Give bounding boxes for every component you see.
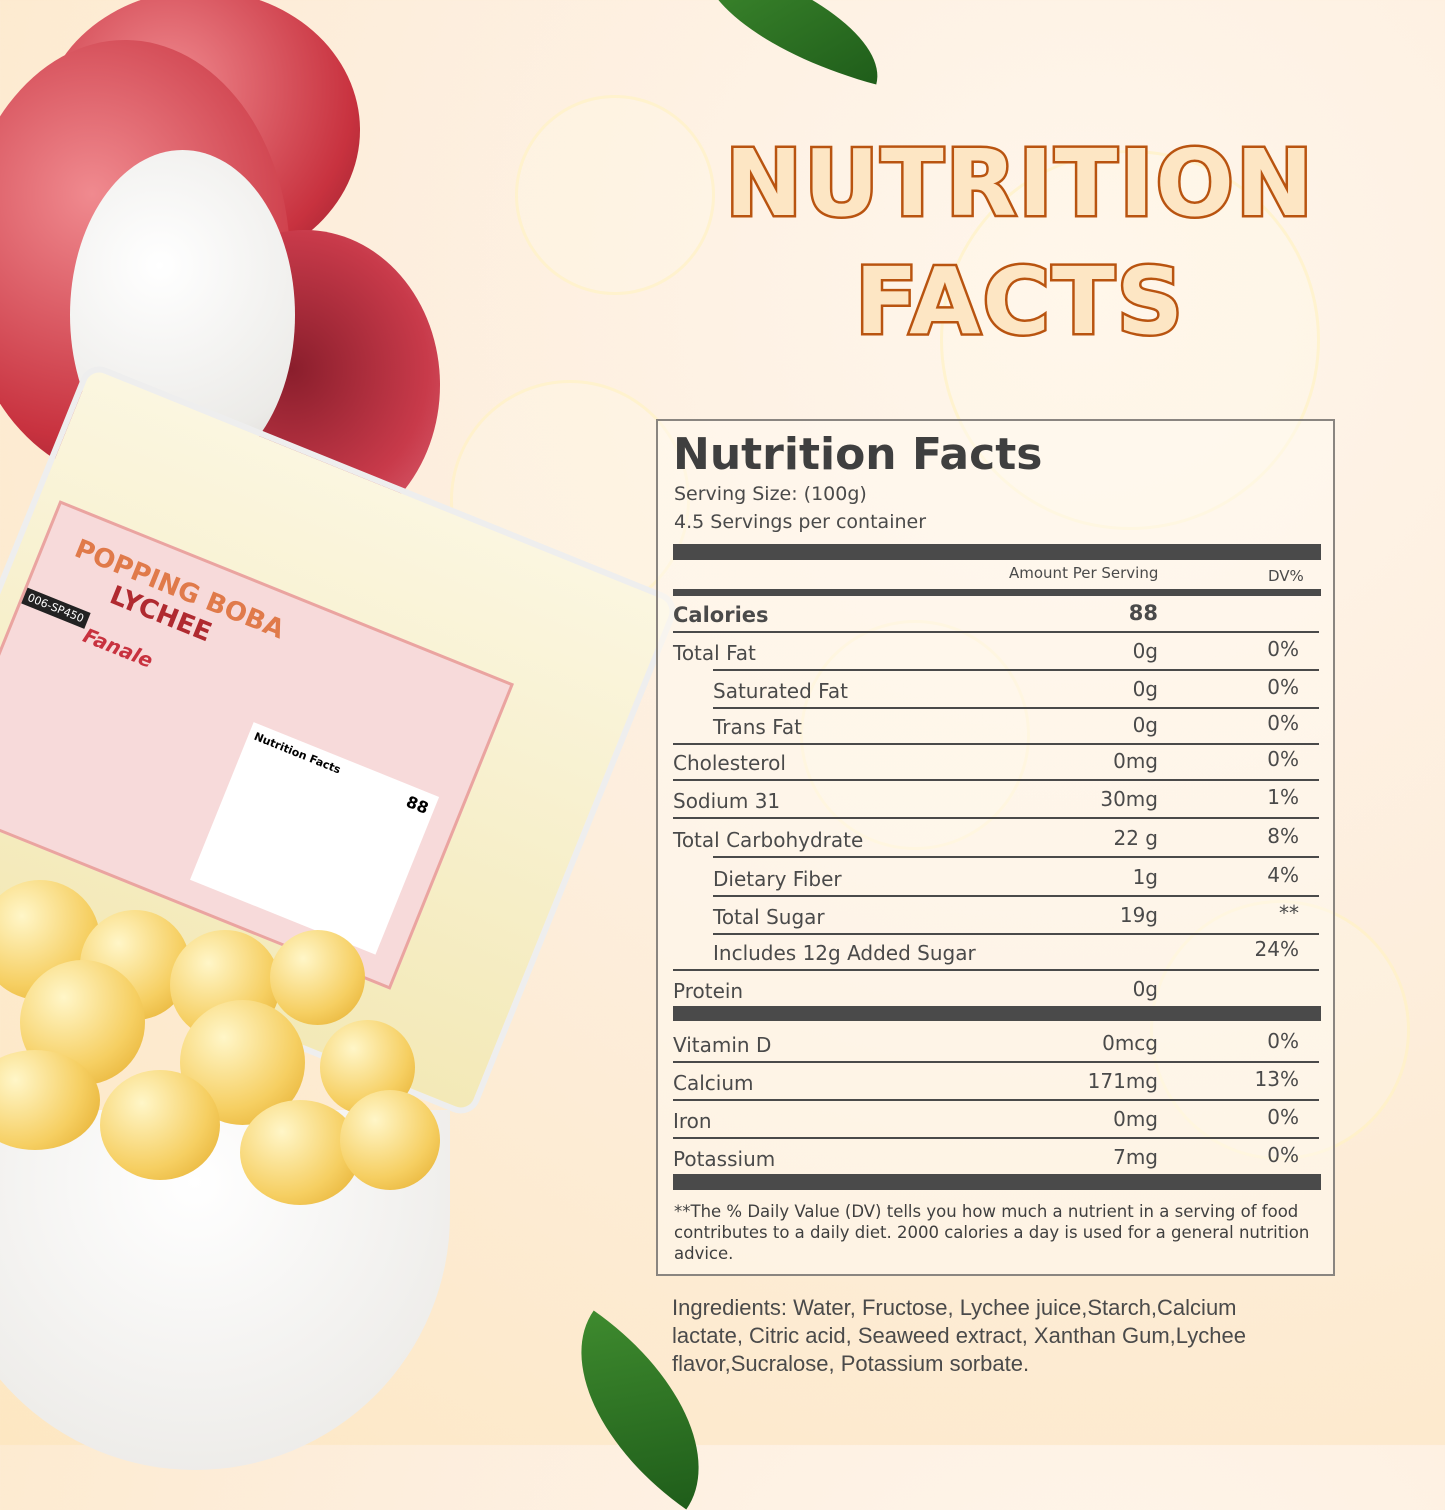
divider-medium	[673, 589, 1321, 596]
nutrient-row: Trans Fat 0g 0%	[673, 707, 1321, 743]
nutrient-dv: 0%	[1267, 747, 1299, 771]
nutrient-amount: 30mg	[1100, 787, 1158, 811]
nutrient-name: Sodium 31	[673, 789, 781, 813]
nutrient-row: Saturated Fat 0g 0%	[673, 671, 1321, 707]
nutrient-name: Calories	[673, 603, 769, 627]
nutrient-name: Cholesterol	[673, 751, 786, 775]
nutrient-dv: 1%	[1267, 785, 1299, 809]
dv-footnote: **The % Daily Value (DV) tells you how m…	[674, 1202, 1310, 1263]
divider-thick	[673, 1006, 1321, 1021]
nutrient-dv: 24%	[1254, 937, 1299, 961]
nutrient-dv: 4%	[1267, 863, 1299, 887]
nutrient-name: Protein	[673, 979, 744, 1003]
divider-thick	[673, 544, 1321, 560]
nutrient-name: Dietary Fiber	[713, 867, 842, 891]
nutrient-row: Total Carbohydrate 22 g 8%	[673, 820, 1321, 856]
nutrient-amount: 1g	[1132, 865, 1158, 889]
nutrient-row: Vitamin D 0mcg 0%	[673, 1025, 1321, 1061]
nutrient-row: Calories 88	[673, 595, 1321, 631]
row-divider	[673, 779, 1319, 781]
nutrient-row: Cholesterol 0mg 0%	[673, 743, 1321, 779]
row-divider	[713, 856, 1319, 858]
nutrient-name: Total Sugar	[713, 905, 825, 929]
row-divider	[713, 707, 1319, 709]
row-divider	[713, 895, 1319, 897]
nutrient-row: Dietary Fiber 1g 4%	[673, 859, 1321, 895]
nutrition-facts-panel: Nutrition Facts Serving Size: (100g) 4.5…	[656, 419, 1335, 1276]
row-divider	[713, 669, 1319, 671]
nutrient-row: Total Fat 0g 0%	[673, 633, 1321, 669]
nutrient-row: Total Sugar 19g **	[673, 897, 1321, 933]
nutrient-amount: 88	[1128, 601, 1158, 625]
mini-nutrition-label: Nutrition Facts 88	[189, 722, 440, 955]
nutrient-dv: 8%	[1267, 824, 1299, 848]
nutrient-name: Total Carbohydrate	[673, 828, 864, 852]
row-divider	[673, 1099, 1319, 1101]
row-divider	[673, 631, 1319, 633]
headline-line1: NUTRITION	[723, 130, 1316, 237]
nutrient-name: Includes 12g Added Sugar	[713, 941, 976, 965]
nutrient-amount: 171mg	[1087, 1069, 1158, 1093]
row-divider	[673, 1137, 1319, 1139]
nutrient-dv: 0%	[1267, 1105, 1299, 1129]
nutrient-amount: 22 g	[1113, 826, 1158, 850]
row-divider	[673, 1061, 1319, 1063]
nutrient-dv: 0%	[1267, 711, 1299, 735]
nutrient-name: Total Fat	[673, 641, 756, 665]
brand-logo: Fanale	[79, 623, 157, 673]
servings-per-container: 4.5 Servings per container	[674, 511, 927, 533]
nutrient-amount: 7mg	[1113, 1145, 1158, 1169]
nutrient-row: Sodium 31 30mg 1%	[673, 781, 1321, 817]
divider-thick	[673, 1174, 1321, 1190]
nutrient-dv: **	[1279, 901, 1299, 925]
nutrient-dv: 13%	[1254, 1067, 1299, 1091]
row-divider	[673, 969, 1319, 971]
headline-line2: FACTS	[852, 248, 1186, 355]
nutrient-name: Trans Fat	[713, 715, 802, 739]
nutrient-dv: 0%	[1267, 675, 1299, 699]
nutrient-amount: 0mg	[1113, 749, 1158, 773]
nutrient-row: Potassium 7mg 0%	[673, 1139, 1321, 1175]
column-amount: Amount Per Serving	[1009, 564, 1159, 582]
nutrient-name: Calcium	[673, 1071, 754, 1095]
nutrient-amount: 19g	[1119, 903, 1158, 927]
nutrient-amount: 0g	[1132, 977, 1158, 1001]
nutrient-row: Calcium 171mg 13%	[673, 1063, 1321, 1099]
nutrient-row: Includes 12g Added Sugar 24%	[673, 933, 1321, 969]
nutrient-row: Protein 0g	[673, 971, 1321, 1007]
column-dv: DV%	[1268, 567, 1304, 585]
ingredients: Ingredients: Water, Fructose, Lychee jui…	[672, 1295, 1246, 1376]
nutrient-amount: 0g	[1132, 639, 1158, 663]
nutrient-name: Vitamin D	[673, 1033, 772, 1057]
row-divider	[673, 743, 1319, 745]
nutrient-name: Potassium	[673, 1147, 776, 1171]
row-divider	[673, 817, 1319, 819]
nutrient-amount: 0mcg	[1102, 1031, 1158, 1055]
nutrient-name: Saturated Fat	[713, 679, 848, 703]
nutrient-name: Iron	[673, 1109, 712, 1133]
nutrient-dv: 0%	[1267, 1143, 1299, 1167]
nutrient-dv: 0%	[1267, 1029, 1299, 1053]
nutrient-amount: 0mg	[1113, 1107, 1158, 1131]
leaf-top	[683, 0, 897, 85]
serving-size: Serving Size: (100g)	[674, 483, 867, 505]
nutrient-row: Iron 0mg 0%	[673, 1101, 1321, 1137]
nutrient-amount: 0g	[1132, 713, 1158, 737]
nutrient-amount: 0g	[1132, 677, 1158, 701]
row-divider	[713, 933, 1319, 935]
label-title: Nutrition Facts	[673, 429, 1043, 480]
nutrient-dv: 0%	[1267, 637, 1299, 661]
